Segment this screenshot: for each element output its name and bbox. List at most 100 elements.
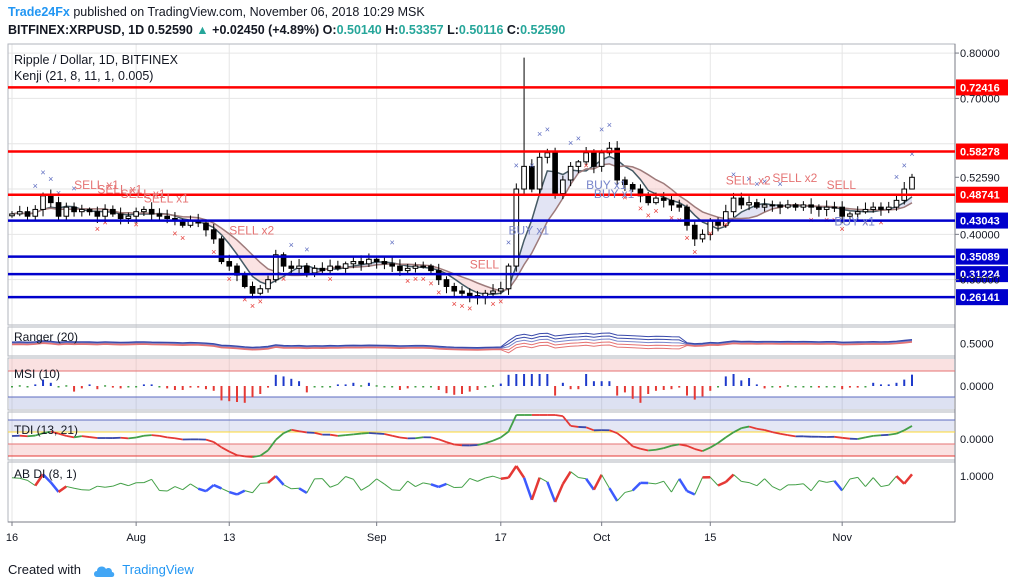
candle: [428, 265, 434, 272]
brand-name[interactable]: Trade24Fx: [8, 5, 70, 19]
abdi-line-segment: [345, 476, 354, 480]
signal-marker: ×: [607, 120, 612, 130]
candle: [777, 204, 783, 208]
msi-bar: [492, 385, 495, 387]
tdi-line-segment: [748, 425, 758, 430]
signal-marker: ×: [646, 210, 651, 220]
candle: [653, 197, 659, 204]
candle: [24, 211, 31, 217]
signal-marker: ×: [227, 274, 232, 284]
signal-marker: ×: [754, 179, 759, 189]
abdi-line-segment: [601, 474, 610, 489]
sell-signal-label: SELL: [470, 257, 500, 271]
abdi-line-segment: [833, 480, 844, 492]
tdi-line-segment: [438, 438, 447, 443]
msi-tick-label: 0.0000: [960, 381, 994, 393]
tdi-line-segment: [694, 448, 703, 452]
candle: [645, 195, 652, 204]
tdi-line-segment: [648, 448, 657, 452]
msi-bar: [717, 386, 720, 388]
msi-bar: [639, 386, 642, 403]
signal-marker: ×: [669, 213, 674, 223]
sell-signal-label: SELL x2: [229, 223, 274, 237]
time-tick-label: 15: [704, 532, 716, 544]
signal-marker: ×: [452, 299, 457, 309]
msi-bar: [18, 385, 21, 387]
price-level-badge: [956, 248, 1008, 265]
signal-marker: ×: [459, 301, 464, 311]
candle: [792, 204, 799, 208]
published-text: published on TradingView.com, November 0…: [73, 5, 425, 19]
signal-marker: ×: [708, 229, 713, 239]
candle: [893, 199, 900, 208]
msi-bar: [507, 374, 510, 386]
signal-marker: ×: [211, 247, 216, 257]
tdi-line-segment: [275, 432, 285, 441]
up-arrow-icon: ▲: [196, 23, 209, 37]
msi-bar: [49, 382, 52, 386]
high-value: 0.53357: [398, 23, 444, 37]
price-level-badge: [956, 143, 1008, 160]
candle: [335, 265, 341, 269]
signal-marker: ×: [840, 224, 845, 234]
candle: [272, 254, 279, 281]
candle: [366, 258, 372, 265]
msi-title: MSI (10): [14, 367, 60, 381]
candle: [226, 261, 233, 267]
signal-marker: ×: [56, 188, 61, 198]
msi-bar: [150, 384, 153, 386]
candle: [722, 211, 729, 226]
signal-marker: ×: [467, 303, 472, 313]
tdi-line-segment: [361, 432, 369, 435]
candle: [311, 267, 318, 274]
abdi-line-segment: [321, 478, 331, 488]
abdi-line-segment: [384, 483, 393, 491]
candle: [730, 197, 737, 213]
tdi-line-segment: [787, 434, 796, 438]
msi-bar: [895, 382, 898, 386]
signal-marker: ×: [545, 124, 550, 134]
abdi-line-segment: [772, 486, 781, 491]
signal-marker: ×: [537, 129, 542, 139]
abdi-line-segment: [89, 485, 98, 491]
msi-bar: [709, 386, 712, 391]
msi-bar: [422, 386, 425, 388]
abdi-line-segment: [120, 482, 129, 487]
tdi-line-segment: [66, 434, 75, 439]
signal-marker: ×: [413, 274, 418, 284]
tdi-line-segment: [50, 430, 59, 435]
candle: [521, 165, 527, 190]
abdi-line-segment: [849, 476, 858, 480]
tdi-line-segment: [772, 431, 781, 435]
signal-marker: ×: [529, 161, 534, 171]
candle: [808, 204, 814, 208]
time-tick-label: Sep: [367, 532, 387, 544]
candle: [133, 211, 139, 217]
candle: [296, 265, 302, 269]
msi-bar: [561, 382, 564, 386]
symbol-label[interactable]: BITFINEX:XRPUSD, 1D: [8, 23, 145, 37]
abdi-line-segment: [368, 478, 377, 487]
msi-bar: [647, 386, 650, 394]
tdi-line-segment: [888, 432, 897, 436]
quote-line: BITFINEX:XRPUSD, 1D 0.52590 ▲ +0.02450 (…: [8, 21, 988, 39]
signal-marker: ×: [638, 204, 643, 214]
signal-marker: ×: [653, 206, 658, 216]
abdi-line-segment: [34, 473, 45, 487]
abdi-line-segment: [655, 480, 664, 485]
candle: [210, 229, 217, 240]
close-label: C:: [506, 23, 521, 37]
msi-bar: [794, 386, 797, 388]
tdi-line-segment: [507, 414, 518, 432]
price-level-value: 0.26141: [960, 292, 1000, 304]
tdi-line-segment: [143, 434, 152, 437]
abdi-line-segment: [260, 482, 269, 484]
sell-signal-label: SELL x2: [772, 171, 817, 185]
abdi-line-segment: [818, 480, 827, 483]
tradingview-link[interactable]: TradingView: [122, 562, 194, 577]
pane-border: [7, 461, 956, 523]
msi-bar: [173, 386, 176, 390]
abdi-line-segment: [399, 480, 409, 491]
msi-bar: [538, 374, 541, 386]
price-chart[interactable]: ×××× ××× ×× ××××× ××× ×××× × × ××× × × × ××× ×× ×× ××× ×…: [0, 0, 1011, 562]
